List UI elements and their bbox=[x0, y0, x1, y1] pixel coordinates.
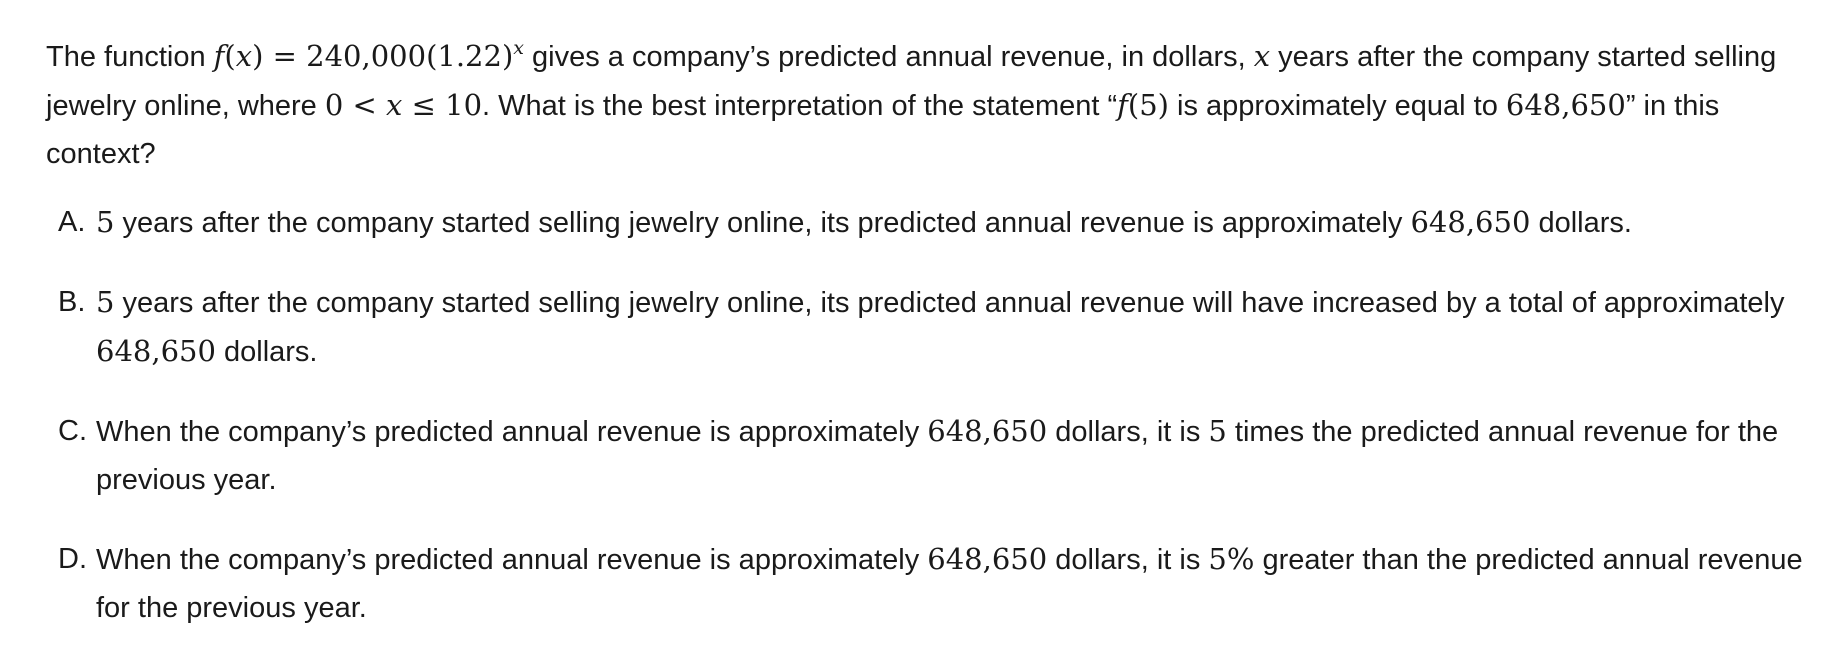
choice-d[interactable]: D. When the company’s predicted annual r… bbox=[58, 535, 1818, 632]
choice-letter: B. bbox=[58, 286, 86, 318]
choice-part: dollars, it is bbox=[1047, 544, 1209, 576]
choice-part: years after the company started selling … bbox=[114, 287, 1785, 319]
question-part: ” in this context? bbox=[46, 90, 1720, 170]
choice-letter: A. bbox=[58, 206, 86, 238]
choice-part: When the company’s predicted annual reve… bbox=[96, 416, 928, 448]
math-number: 648,650 bbox=[927, 414, 1048, 448]
choice-part: times the predicted annual revenue for t… bbox=[96, 416, 1779, 496]
choice-letter: D. bbox=[58, 543, 87, 575]
math-number: 648,650 bbox=[927, 542, 1048, 576]
choice-part: dollars. bbox=[1530, 207, 1632, 239]
math-paren-open: ( bbox=[224, 39, 236, 73]
question-part: years after the company started selling … bbox=[46, 41, 1777, 122]
math-exponent: x bbox=[513, 37, 524, 59]
choice-part: When the company’s predicted annual reve… bbox=[96, 544, 928, 576]
function-definition: = 240,000(1.22) bbox=[263, 39, 514, 73]
choice-a[interactable]: A. 5 years after the company started sel… bbox=[58, 198, 1818, 247]
question-part: is approximately equal to bbox=[1168, 90, 1506, 122]
choice-text: When the company’s predicted annual reve… bbox=[96, 407, 1818, 504]
math-number: 648,650 bbox=[96, 334, 216, 368]
function-name: f bbox=[1117, 88, 1128, 122]
choice-b[interactable]: B. 5 years after the company started sel… bbox=[58, 278, 1818, 376]
math-percent: 5% bbox=[1208, 542, 1255, 576]
math-number: 5 bbox=[1208, 414, 1227, 448]
math-paren-close: ) bbox=[252, 39, 264, 73]
math-variable: x bbox=[235, 39, 253, 73]
math-variable: x bbox=[1253, 39, 1271, 73]
question-part: gives a company’s predicted annual reven… bbox=[523, 41, 1254, 73]
math-number: 648,650 bbox=[1505, 88, 1626, 122]
choice-text: When the company’s predicted annual reve… bbox=[96, 535, 1818, 632]
choice-part: dollars. bbox=[215, 336, 318, 368]
domain-upper-bound: ≤ 10 bbox=[402, 88, 483, 122]
domain-lower-bound: 0 < bbox=[324, 88, 387, 122]
choice-c[interactable]: C. When the company’s predicted annual r… bbox=[58, 407, 1818, 504]
choice-text: 5 years after the company started sellin… bbox=[96, 278, 1818, 376]
question-part: The function bbox=[46, 41, 214, 73]
question-text: The function f(x) = 240,000(1.22)x gives… bbox=[46, 32, 1806, 178]
choice-text: 5 years after the company started sellin… bbox=[96, 198, 1818, 247]
function-argument: (5) bbox=[1127, 88, 1169, 122]
math-number: 5 bbox=[96, 205, 115, 239]
choice-part: greater than the predicted annual revenu… bbox=[96, 544, 1803, 624]
math-number: 648,650 bbox=[1410, 205, 1531, 239]
function-name: f bbox=[213, 39, 225, 73]
choice-part: years after the company started selling … bbox=[114, 207, 1411, 239]
math-variable: x bbox=[386, 88, 403, 122]
choice-part: dollars, it is bbox=[1047, 416, 1209, 448]
choice-letter: C. bbox=[58, 415, 87, 447]
question-part: . What is the best interpretation of the… bbox=[482, 90, 1118, 122]
math-number: 5 bbox=[96, 285, 115, 319]
answer-choices: A. 5 years after the company started sel… bbox=[58, 198, 1818, 632]
